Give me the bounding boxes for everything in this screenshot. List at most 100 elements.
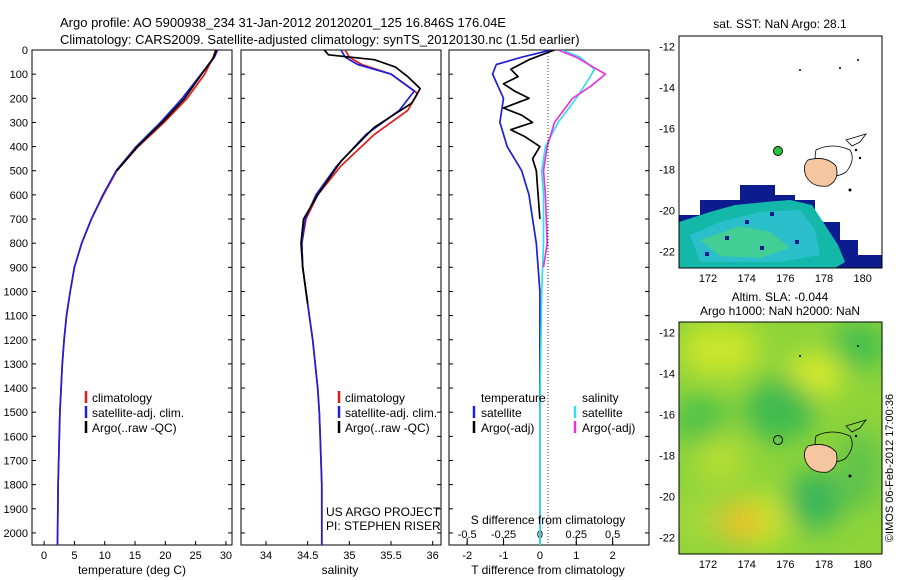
map-x-tick-label: 180 xyxy=(853,559,871,571)
legend-label-satellite: satellite-adj. clim. xyxy=(345,406,437,420)
y-tick-label: 1100 xyxy=(4,311,28,323)
map-x-tick-label: 176 xyxy=(776,559,794,571)
salinity-xlabel: salinity xyxy=(322,563,359,577)
legend-label-climatology: climatology xyxy=(92,391,152,405)
y-tick-label: 1600 xyxy=(4,431,28,443)
salinity-legend: climatology satellite-adj. clim. Argo(..… xyxy=(337,391,437,435)
x-tick-label: -1 xyxy=(499,550,509,562)
x-tick-label: 20 xyxy=(159,550,171,562)
island-viti-levu xyxy=(804,158,838,187)
map-y-tick-label: -16 xyxy=(659,123,675,135)
top-x-tick-label: -0.5 xyxy=(458,529,477,541)
y-tick-label: 500 xyxy=(10,166,28,178)
map-y-tick-label: -12 xyxy=(659,327,675,339)
y-tick-label: 1000 xyxy=(4,286,28,298)
map-y-tick-label: -22 xyxy=(659,533,675,545)
map-y-tick-label: -14 xyxy=(659,368,675,380)
project-annotation-2: PI: STEPHEN RISER xyxy=(326,519,441,533)
sst-map-title: sat. SST: NaN Argo: 28.1 xyxy=(713,17,847,31)
temperature-xlabel: temperature (deg C) xyxy=(78,563,186,577)
sst-map-content xyxy=(679,36,882,268)
y-tick-label: 0 xyxy=(22,45,28,57)
x-tick-label: 5 xyxy=(71,550,77,562)
map-x-tick-label: 174 xyxy=(737,559,755,571)
sst-green-patch xyxy=(700,226,790,258)
difference-legend: temperature satellite Argo(-adj) salinit… xyxy=(472,391,635,435)
sla-map-content xyxy=(679,322,882,554)
temperature-plot-frame xyxy=(31,49,233,546)
x-tick-label: 10 xyxy=(99,550,111,562)
series-line-t-satellite xyxy=(491,50,552,545)
legend-title-salinity: salinity xyxy=(582,391,619,405)
map-y-tick-label: -16 xyxy=(659,409,675,421)
y-tick-label: 100 xyxy=(10,69,28,81)
map-x-tick-label: 172 xyxy=(699,273,717,285)
temperature-legend: climatology satellite-adj. clim. Argo(..… xyxy=(84,391,184,435)
y-tick-label: 1400 xyxy=(4,383,28,395)
y-tick-label: 1800 xyxy=(4,480,28,492)
map-y-tick-label: -20 xyxy=(659,206,675,218)
map-x-tick-label: 172 xyxy=(699,559,717,571)
legend-label-argo: Argo(..raw -QC) xyxy=(92,421,177,435)
map-y-tick-label: -14 xyxy=(659,82,675,94)
map-x-tick-label: 178 xyxy=(815,559,833,571)
x-tick-label: 25 xyxy=(190,550,202,562)
x-tick-label: 0 xyxy=(537,550,543,562)
x-tick-label: 2 xyxy=(610,550,616,562)
legend-label-s-argo: Argo(-adj) xyxy=(582,421,635,435)
sla-map-frame xyxy=(678,321,883,555)
x-tick-label: 34.5 xyxy=(297,550,318,562)
top-x-tick-label: 0.5 xyxy=(605,529,620,541)
y-tick-label: 1200 xyxy=(4,335,28,347)
map-x-tick-label: 174 xyxy=(737,273,755,285)
y-tick-label: 1900 xyxy=(4,504,28,516)
series-line-satellite-adj-clim- xyxy=(300,50,416,545)
y-tick-label: 300 xyxy=(10,117,28,129)
x-tick-label: -2 xyxy=(462,550,472,562)
y-tick-label: 2000 xyxy=(4,528,28,540)
difference-top-label: S difference from climatology xyxy=(471,513,626,527)
sla-map-subtitle: Argo h1000: NaN h2000: NaN xyxy=(700,304,860,318)
map-x-tick-label: 176 xyxy=(776,273,794,285)
x-tick-label: 0 xyxy=(41,550,47,562)
map-y-tick-label: -20 xyxy=(659,492,675,504)
legend-label-t-argo: Argo(-adj) xyxy=(481,421,534,435)
legend-label-s-satellite: satellite xyxy=(582,406,623,420)
series-line-argo-raw-qc- xyxy=(116,50,218,172)
series-line-s-satellite xyxy=(539,50,596,545)
legend-title-temperature: temperature xyxy=(481,391,546,405)
legend-label-satellite: satellite-adj. clim. xyxy=(92,406,184,420)
map-x-tick-label: 178 xyxy=(815,273,833,285)
y-tick-label: 1700 xyxy=(4,455,28,467)
y-tick-label: 200 xyxy=(10,93,28,105)
x-tick-label: 35 xyxy=(343,550,355,562)
x-tick-label: 36 xyxy=(427,550,439,562)
credit-text: ©IMOS 06-Feb-2012 17:00:36 xyxy=(884,394,896,542)
argo-position-marker xyxy=(773,146,783,156)
legend-label-argo: Argo(..raw -QC) xyxy=(345,421,430,435)
series-line-satellite-adj-clim- xyxy=(56,50,219,545)
y-tick-label: 1300 xyxy=(4,359,28,371)
y-tick-label: 900 xyxy=(10,262,28,274)
series-line-climatology xyxy=(300,50,419,545)
top-x-tick-label: -0.25 xyxy=(491,529,516,541)
sla-map-title: Altim. SLA: -0.044 xyxy=(732,290,829,304)
y-tick-label: 700 xyxy=(10,214,28,226)
x-tick-label: 30 xyxy=(220,550,232,562)
map-y-tick-label: -22 xyxy=(659,247,675,259)
y-tick-label: 400 xyxy=(10,142,28,154)
difference-xlabel: T difference from climatology xyxy=(471,563,625,577)
x-tick-label: 1 xyxy=(573,550,579,562)
map-x-tick-label: 180 xyxy=(853,273,871,285)
x-tick-label: 35.5 xyxy=(380,550,401,562)
series-line-s-argo-adj- xyxy=(542,50,607,268)
series-line-argo-raw-qc- xyxy=(300,50,422,304)
argo-position-marker-sla xyxy=(773,435,783,445)
salinity-lines xyxy=(300,50,422,545)
x-tick-label: 15 xyxy=(129,550,141,562)
series-line-t-argo-adj- xyxy=(502,50,555,220)
y-tick-label: 1500 xyxy=(4,407,28,419)
top-x-tick-label: 0.25 xyxy=(566,529,587,541)
difference-plot-frame xyxy=(448,49,650,546)
